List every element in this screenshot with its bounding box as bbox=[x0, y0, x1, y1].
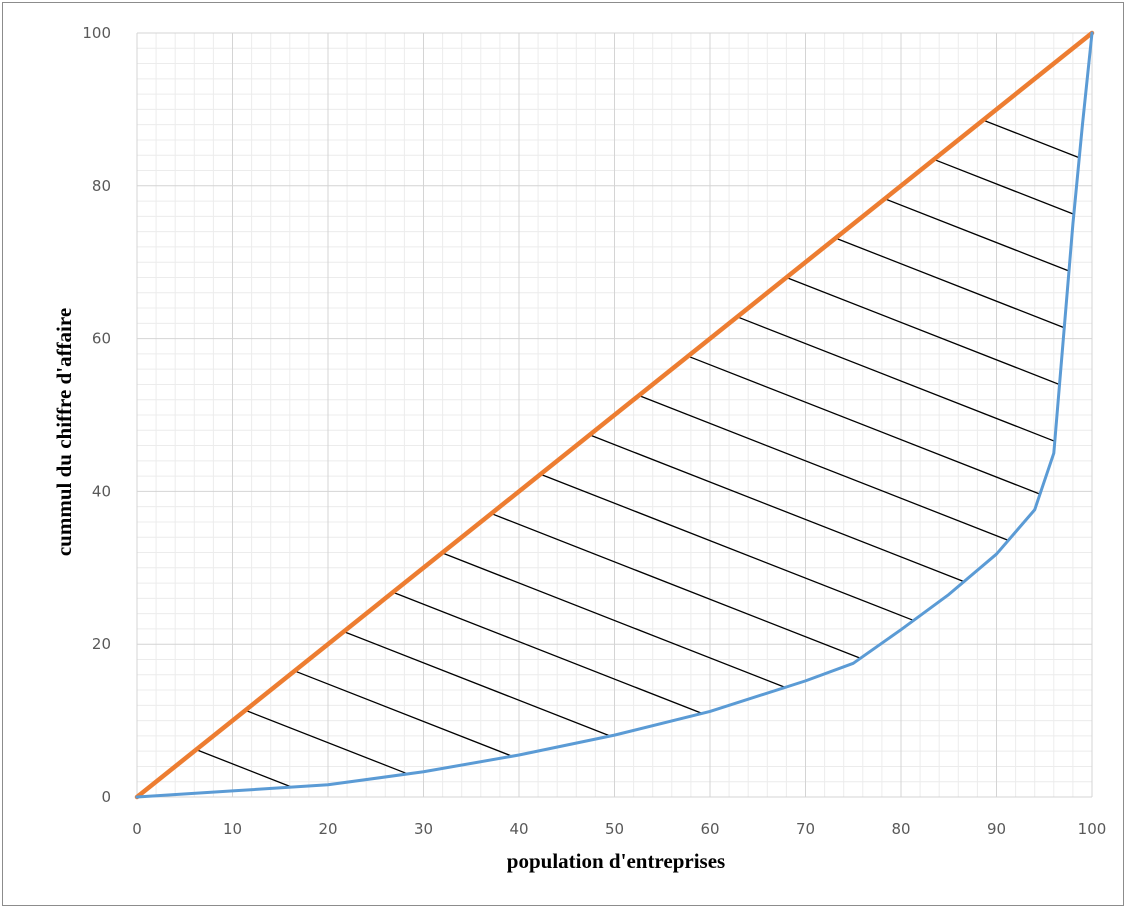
hatch-line bbox=[589, 434, 965, 583]
hatch-line bbox=[392, 591, 703, 715]
hatch-line bbox=[884, 198, 1070, 272]
y-tick-labels: 0 20 40 60 80 100 bbox=[82, 24, 111, 806]
x-tick-label: 40 bbox=[509, 820, 528, 838]
y-axis-title: cummul du chiffre d'affaire bbox=[52, 308, 76, 556]
y-tick-label: 0 bbox=[101, 788, 111, 806]
hatch-line bbox=[294, 670, 513, 757]
hatch-line bbox=[245, 709, 408, 775]
y-tick-label: 40 bbox=[92, 482, 111, 500]
hatch-line bbox=[736, 316, 1056, 442]
hatch-line bbox=[638, 394, 1009, 541]
hatch-line bbox=[343, 630, 611, 737]
series-lines bbox=[134, 30, 1095, 800]
x-tick-label: 80 bbox=[891, 820, 910, 838]
hatch-lines bbox=[195, 119, 1080, 788]
y-tick-label: 20 bbox=[92, 635, 111, 653]
y-tick-label: 80 bbox=[92, 177, 111, 195]
x-tick-label: 100 bbox=[1078, 820, 1107, 838]
series-line bbox=[134, 30, 1095, 800]
x-tick-label: 70 bbox=[796, 820, 815, 838]
x-tick-label: 0 bbox=[132, 820, 142, 838]
x-tick-label: 90 bbox=[987, 820, 1006, 838]
series-line bbox=[135, 31, 1094, 799]
hatch-line bbox=[786, 276, 1060, 386]
hatch-line bbox=[933, 158, 1075, 215]
y-tick-label: 60 bbox=[92, 330, 111, 348]
x-tick-labels: 0 10 20 30 40 50 60 70 80 90 100 bbox=[132, 820, 1106, 838]
x-tick-label: 50 bbox=[605, 820, 624, 838]
x-tick-label: 30 bbox=[414, 820, 433, 838]
x-tick-label: 60 bbox=[700, 820, 719, 838]
y-tick-label: 100 bbox=[82, 24, 111, 42]
hatch-line bbox=[982, 119, 1080, 159]
hatch-line bbox=[540, 473, 914, 622]
x-tick-label: 10 bbox=[223, 820, 242, 838]
hatch-line bbox=[687, 355, 1041, 495]
hatch-line bbox=[835, 237, 1065, 329]
hatch-line bbox=[491, 512, 861, 659]
hatch-line bbox=[195, 749, 293, 788]
hatch-line bbox=[441, 552, 786, 688]
x-tick-label: 20 bbox=[318, 820, 337, 838]
x-axis-title: population d'entreprises bbox=[507, 849, 725, 873]
